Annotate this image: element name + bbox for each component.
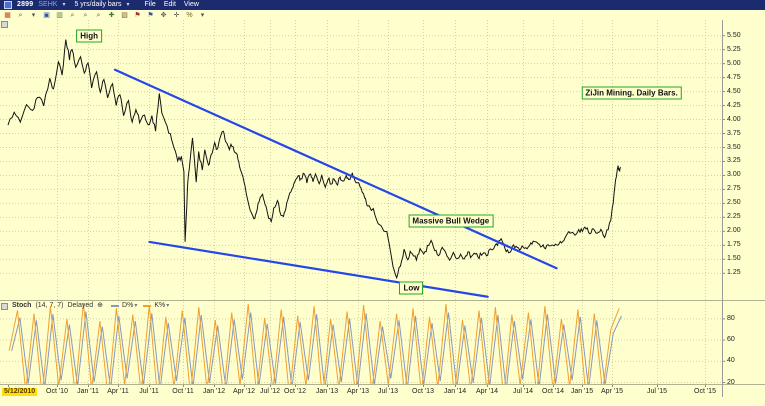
start-date-label: 5/12/2010 xyxy=(2,388,38,396)
date-tick-label: Apr '15 xyxy=(601,388,623,395)
stoch-panel-header: Stoch (14, 7, 7) Delayed ⊕ D% ▾ K% ▾ xyxy=(1,302,169,310)
trendline-wedge-lower[interactable] xyxy=(148,240,489,298)
date-tick-label: Jul '13 xyxy=(377,388,398,395)
pattern-icon[interactable]: ▧ xyxy=(121,11,128,19)
legend-dash-icon xyxy=(143,304,152,307)
price-tick-label: 2.50 xyxy=(727,199,741,207)
stoch-params-label: (14, 7, 7) xyxy=(35,302,64,309)
annotation-box[interactable]: ZiJin Mining. Daily Bars. xyxy=(581,86,682,100)
date-tick-label: Oct '12 xyxy=(284,388,306,395)
new-chart-icon[interactable]: ▦ xyxy=(4,11,11,19)
trendline-wedge-upper[interactable] xyxy=(113,68,558,270)
percent-icon[interactable]: % xyxy=(186,11,193,19)
stoch-tick-label: 20 xyxy=(727,378,735,386)
stoch-info-icon[interactable]: ⊕ xyxy=(97,302,104,309)
price-tick-label: 3.50 xyxy=(727,143,741,151)
date-tick-label: Apr '14 xyxy=(476,388,498,395)
price-tick-label: 2.25 xyxy=(727,213,741,221)
symbol-dropdown-caret-icon[interactable]: ▾ xyxy=(62,2,66,8)
window-layout-icon[interactable]: ▣ xyxy=(43,11,50,19)
date-tick-label: Jan '13 xyxy=(315,388,339,395)
bar-style-icon[interactable]: ▥ xyxy=(56,11,63,19)
date-tick-label: Jan '12 xyxy=(202,388,226,395)
price-tick-label: 5.00 xyxy=(727,59,741,67)
stoch-legend-k[interactable]: K% ▾ xyxy=(143,302,169,310)
stoch-panel-collapse-handle[interactable] xyxy=(1,302,8,310)
price-tick-label: 3.00 xyxy=(727,171,741,179)
date-tick-label: Oct '15 xyxy=(694,388,716,395)
zoom-out-icon[interactable]: ⌕ xyxy=(83,11,88,19)
legend-caret-icon: ▾ xyxy=(166,303,170,309)
search-icon[interactable]: ⌕ xyxy=(18,11,23,19)
price-tick-label: 1.75 xyxy=(727,241,741,249)
stoch-delayed-label: Delayed xyxy=(67,302,94,309)
price-tick-label: 4.25 xyxy=(727,101,741,109)
price-tick-label: 5.25 xyxy=(727,45,741,53)
date-tick-label: Jul '12 xyxy=(259,388,280,395)
price-tick-label: 1.50 xyxy=(727,255,741,263)
crosshair-icon[interactable]: ✛ xyxy=(173,11,180,19)
price-tick-label: 4.75 xyxy=(727,73,741,81)
flag-blue-icon[interactable]: ⚑ xyxy=(147,11,154,19)
menu-edit[interactable]: Edit xyxy=(163,1,176,8)
price-tick-label: 5.50 xyxy=(727,31,741,39)
price-tick-label: 3.25 xyxy=(727,157,741,165)
date-tick-label: Oct '10 xyxy=(46,388,68,395)
date-tick-label: Apr '12 xyxy=(233,388,255,395)
date-tick-label: Apr '13 xyxy=(347,388,369,395)
add-indicator-icon[interactable]: ✚ xyxy=(108,11,115,19)
legend-dash-icon xyxy=(111,304,120,307)
stoch-legend-d[interactable]: D% ▾ xyxy=(111,302,137,310)
dropdown-icon[interactable]: ▾ xyxy=(31,11,36,19)
price-tick-label: 1.25 xyxy=(727,269,741,277)
menu-view[interactable]: View xyxy=(183,1,199,8)
stoch-legend: D% ▾ K% ▾ xyxy=(111,302,169,310)
stoch-indicator-label[interactable]: Stoch xyxy=(12,302,32,309)
menu-bar: File Edit View xyxy=(145,0,199,10)
timeframe-dropdown[interactable]: 5 yrs/daily bars xyxy=(74,1,122,8)
timeframe-dropdown-caret-icon[interactable]: ▾ xyxy=(126,2,130,8)
date-tick-label: Oct '13 xyxy=(412,388,434,395)
more-dropdown-icon[interactable]: ▾ xyxy=(200,11,205,19)
date-tick-label: Jan '14 xyxy=(443,388,467,395)
exchange-label: SEHK xyxy=(38,1,58,8)
toolbar: ▦ ⌕ ▾ ▣ ▥ ⌕ ⌕ ⌕ ✚ ▧ ⚑ ⚑ ✥ ✛% ▾ xyxy=(0,10,765,20)
date-tick-label: Jul '11 xyxy=(139,388,159,395)
date-tick-label: Jul '14 xyxy=(512,388,533,395)
app-icon xyxy=(4,1,12,9)
pan-icon[interactable]: ✥ xyxy=(160,11,167,19)
stoch-tick-label: 60 xyxy=(727,336,735,344)
stoch-tick-label: 80 xyxy=(727,314,735,322)
price-tick-label: 2.75 xyxy=(727,185,741,193)
price-tick-label: 2.00 xyxy=(727,227,741,235)
price-tick-label: 4.50 xyxy=(727,87,741,95)
symbol-label[interactable]: 2899 xyxy=(17,1,34,8)
price-tick-label: 4.00 xyxy=(727,115,741,123)
date-tick-label: Jul '15 xyxy=(646,388,667,395)
legend-caret-icon: ▾ xyxy=(134,303,138,309)
flag-red-icon[interactable]: ⚑ xyxy=(134,11,141,19)
date-tick-label: Jan '11 xyxy=(77,388,99,395)
annotation-box[interactable]: High xyxy=(76,29,103,43)
zoom-in-icon[interactable]: ⌕ xyxy=(70,11,75,19)
date-tick-label: Jan '15 xyxy=(570,388,594,395)
price-tick-label: 3.75 xyxy=(727,129,741,137)
zoom-reset-icon[interactable]: ⌕ xyxy=(96,11,101,19)
annotation-box[interactable]: Low xyxy=(399,281,424,295)
main-panel-collapse-handle[interactable] xyxy=(1,21,8,28)
date-tick-label: Oct '14 xyxy=(542,388,564,395)
menu-file[interactable]: File xyxy=(144,1,156,8)
stoch-tick-label: 40 xyxy=(727,357,735,365)
annotation-box[interactable]: Massive Bull Wedge xyxy=(408,214,494,228)
date-tick-label: Apr '11 xyxy=(107,388,129,395)
titlebar: 2899 SEHK ▾ 5 yrs/daily bars ▾ File Edit V… xyxy=(0,0,765,10)
date-tick-label: Oct '11 xyxy=(172,388,194,395)
